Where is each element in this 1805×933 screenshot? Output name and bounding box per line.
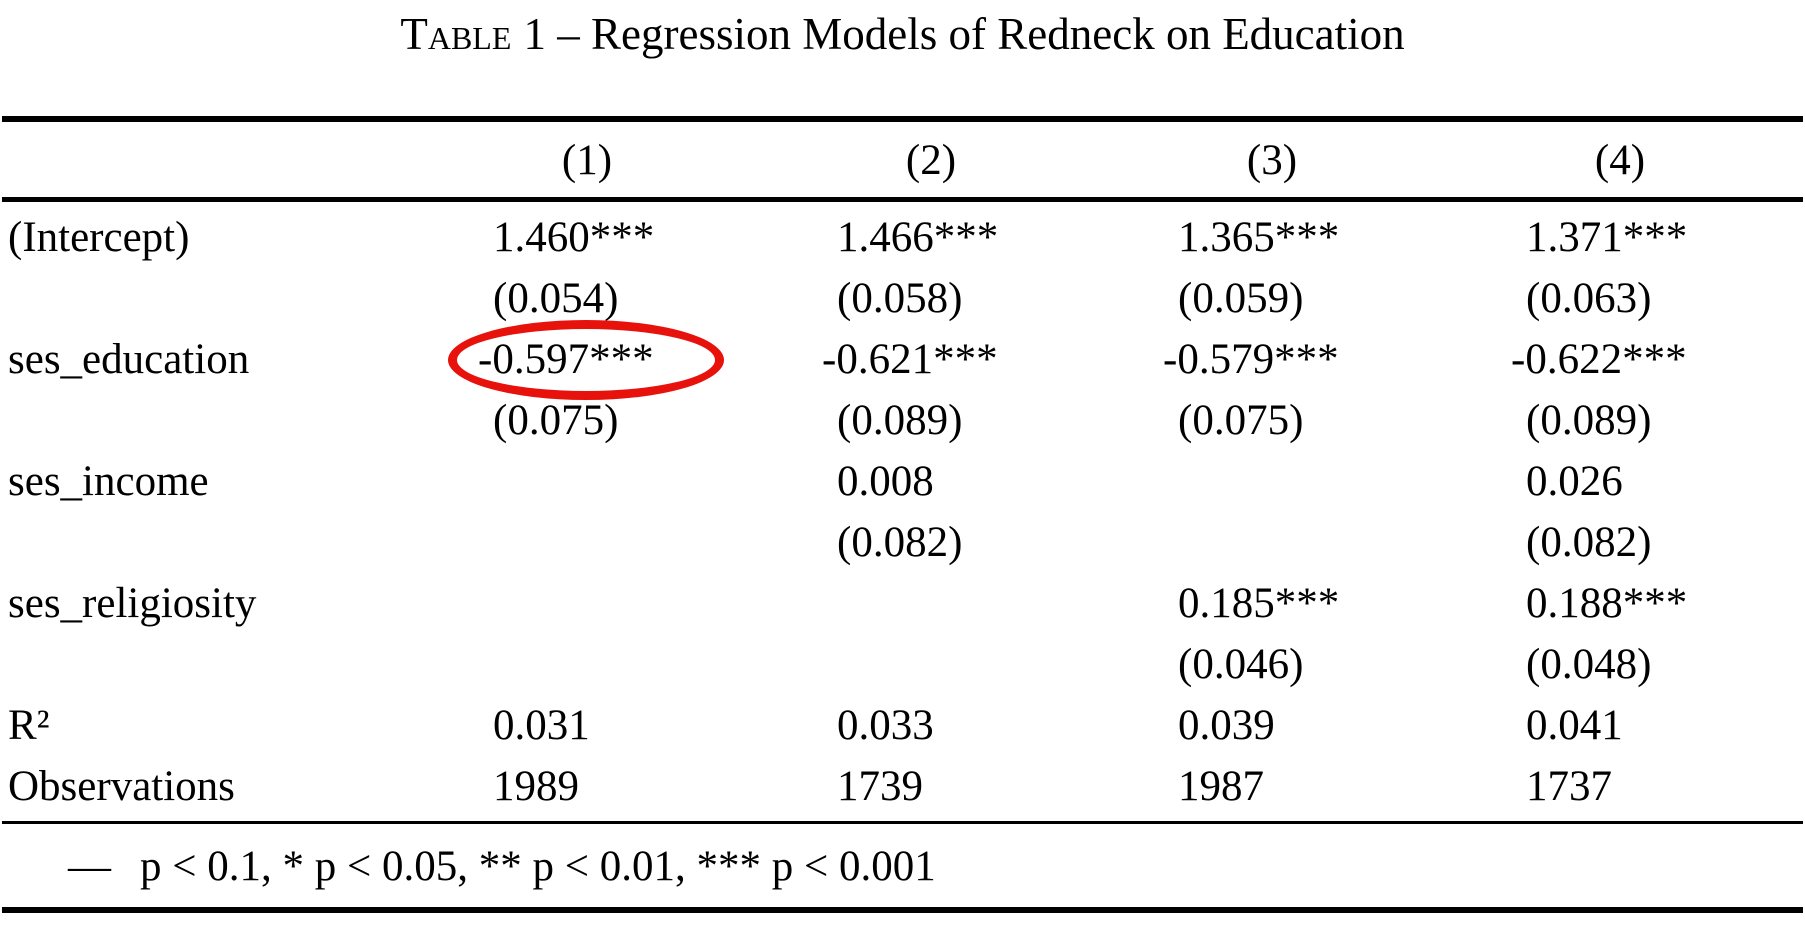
coefficient-row-label: ses_income [8, 458, 209, 505]
coefficient-row-label: ses_religiosity [8, 580, 257, 627]
table-row-intercept-std-errors: (0.054) (0.058) (0.059) (0.063) [0, 268, 1805, 329]
standard-error-cell: (0.058) [837, 275, 963, 322]
column-header-model-2: (2) [905, 137, 957, 184]
footnote-significance-text: p < 0.1, * p < 0.05, ** p < 0.01, *** p … [140, 843, 936, 890]
standard-error-cell: (0.075) [493, 397, 619, 444]
footnote: — p < 0.1, * p < 0.05, ** p < 0.01, *** … [0, 836, 1805, 897]
table-row-ses-education-estimates: ses_education -0.597*** -0.621*** -0.579… [0, 329, 1805, 390]
gof-value-cell: 0.039 [1178, 702, 1275, 749]
table-row-ses-education-std-errors: (0.075) (0.089) (0.075) (0.089) [0, 390, 1805, 451]
table-row-intercept-estimates: (Intercept) 1.460*** 1.466*** 1.365*** 1… [0, 207, 1805, 268]
column-header-model-3: (3) [1246, 137, 1298, 184]
table-title: Table 1 – Regression Models of Redneck on… [0, 4, 1805, 64]
gof-value-cell: 0.041 [1526, 702, 1623, 749]
footnote-rule [2, 821, 1803, 824]
standard-error-cell: (0.089) [1526, 397, 1652, 444]
gof-value-cell: 0.031 [493, 702, 590, 749]
highlight-ellipse-annotation [448, 320, 724, 400]
standard-error-cell: (0.082) [837, 519, 963, 566]
standard-error-cell: (0.059) [1178, 275, 1304, 322]
standard-error-cell: (0.063) [1526, 275, 1652, 322]
column-header-row: (1) (2) (3) (4) [0, 130, 1805, 192]
coefficient-estimate-cell: -0.579*** [1163, 336, 1339, 383]
standard-error-cell: (0.048) [1526, 641, 1652, 688]
column-header-model-4: (4) [1594, 137, 1646, 184]
coefficient-estimate-cell: 1.466*** [837, 214, 999, 261]
gof-row-label: Observations [8, 763, 235, 810]
standard-error-cell: (0.082) [1526, 519, 1652, 566]
gof-value-cell: 1737 [1526, 763, 1612, 810]
table-row-observations: Observations 1989 1739 1987 1737 [0, 756, 1805, 817]
table-row-ses-income-std-errors: (0.082) (0.082) [0, 512, 1805, 573]
gof-value-cell: 1989 [493, 763, 579, 810]
gof-row-label: R² [8, 702, 50, 749]
coefficient-estimate-cell: 0.188*** [1526, 580, 1688, 627]
coefficient-estimate-cell: 0.185*** [1178, 580, 1340, 627]
table-row-r-squared: R² 0.031 0.033 0.039 0.041 [0, 695, 1805, 756]
table-row-ses-income-estimates: ses_income 0.008 0.026 [0, 451, 1805, 512]
column-header-model-1: (1) [561, 137, 613, 184]
table-title-text: 1 – Regression Models of Redneck on Educ… [523, 9, 1405, 59]
top-rule [2, 116, 1803, 122]
gof-value-cell: 0.033 [837, 702, 934, 749]
coefficient-estimate-cell: 1.365*** [1178, 214, 1340, 261]
standard-error-cell: (0.054) [493, 275, 619, 322]
gof-value-cell: 1987 [1178, 763, 1264, 810]
table-row-ses-religiosity-std-errors: (0.046) (0.048) [0, 634, 1805, 695]
coefficient-row-label: ses_education [8, 336, 250, 383]
standard-error-cell: (0.075) [1178, 397, 1304, 444]
gof-value-cell: 1739 [837, 763, 923, 810]
table-row-ses-religiosity-estimates: ses_religiosity 0.185*** 0.188*** [0, 573, 1805, 634]
coefficient-estimate-cell: -0.622*** [1511, 336, 1687, 383]
coefficient-estimate-cell: 0.008 [837, 458, 934, 505]
coefficient-row-label: (Intercept) [8, 214, 190, 261]
footnote-marker: — [68, 843, 111, 890]
table-title-smallcaps-word: Table [400, 9, 512, 59]
coefficient-estimate-cell: 0.026 [1526, 458, 1623, 505]
bottom-rule [2, 907, 1803, 913]
standard-error-cell: (0.046) [1178, 641, 1304, 688]
header-rule [2, 197, 1803, 202]
coefficient-estimate-cell: -0.621*** [822, 336, 998, 383]
standard-error-cell: (0.089) [837, 397, 963, 444]
coefficient-estimate-cell: 1.460*** [493, 214, 655, 261]
coefficient-estimate-cell: 1.371*** [1526, 214, 1688, 261]
